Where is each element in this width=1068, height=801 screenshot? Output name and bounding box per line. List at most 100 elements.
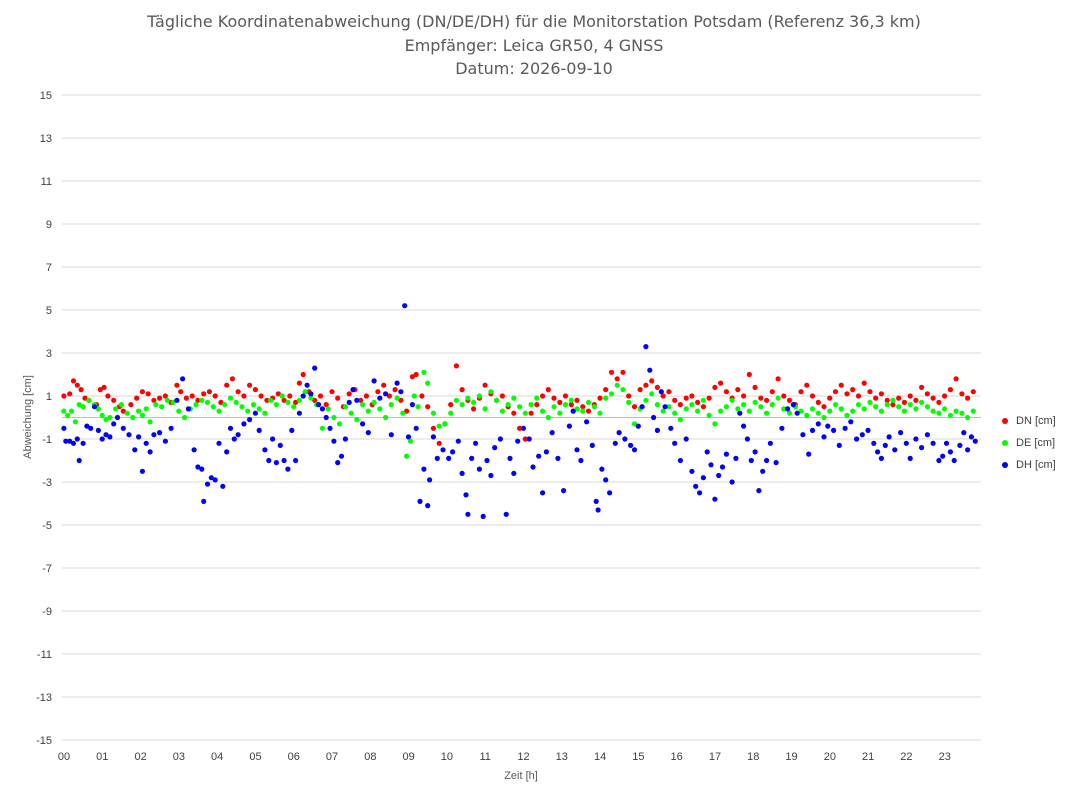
- data-point: [919, 384, 925, 390]
- data-point: [947, 412, 954, 418]
- data-point: [936, 457, 942, 464]
- data-point: [859, 432, 865, 438]
- data-point: [212, 393, 218, 399]
- data-point: [434, 455, 440, 461]
- data-point: [72, 419, 78, 425]
- data-point: [425, 380, 431, 386]
- data-point: [176, 408, 182, 414]
- data-point: [162, 393, 168, 399]
- data-point: [607, 490, 613, 496]
- data-point: [528, 402, 534, 408]
- x-tick-label: 12: [517, 751, 529, 763]
- data-point: [706, 412, 712, 418]
- data-point: [61, 393, 67, 399]
- data-point: [329, 389, 335, 395]
- data-point: [639, 404, 645, 410]
- data-point: [300, 371, 306, 378]
- data-point: [557, 399, 563, 405]
- data-point: [371, 399, 377, 405]
- data-point: [262, 410, 268, 416]
- data-point: [603, 387, 609, 393]
- data-point: [103, 417, 109, 423]
- data-point: [222, 402, 228, 408]
- data-point: [293, 399, 299, 405]
- data-point: [873, 404, 879, 410]
- data-point: [346, 399, 352, 405]
- data-point: [936, 410, 942, 416]
- data-point: [323, 402, 329, 408]
- data-point: [712, 496, 718, 502]
- data-point: [316, 402, 322, 408]
- data-point: [448, 402, 454, 408]
- data-point: [522, 410, 528, 416]
- data-point: [312, 365, 318, 371]
- data-point: [884, 397, 890, 403]
- data-point: [404, 453, 410, 459]
- data-point: [947, 387, 954, 393]
- data-point: [570, 408, 576, 414]
- data-point: [706, 395, 712, 401]
- x-tick-label: 01: [96, 751, 108, 763]
- data-point: [878, 408, 885, 414]
- data-point: [752, 384, 758, 390]
- chart-subtitle-receiver: Empfänger: Leica GR50, 4 GNSS: [404, 36, 664, 55]
- data-point: [327, 425, 333, 431]
- data-point: [224, 449, 230, 455]
- x-tick-label: 09: [403, 751, 415, 763]
- data-point: [134, 395, 140, 401]
- data-point: [91, 404, 98, 410]
- data-point: [245, 408, 251, 414]
- y-tick-label: 11: [41, 176, 52, 188]
- data-point: [890, 402, 896, 408]
- x-tick-label: 04: [211, 751, 223, 763]
- data-point: [231, 436, 237, 442]
- data-point: [469, 455, 475, 461]
- data-point: [296, 397, 302, 403]
- data-point: [425, 503, 431, 509]
- data-point: [779, 425, 785, 431]
- data-point: [848, 419, 854, 425]
- data-point: [405, 434, 412, 440]
- x-axis-title: Zeit [h]: [504, 770, 538, 782]
- y-tick-label: -1: [42, 434, 52, 446]
- data-point: [181, 414, 188, 421]
- data-point: [383, 414, 389, 421]
- series-1: [61, 369, 976, 459]
- data-point: [959, 410, 965, 416]
- data-point: [683, 406, 689, 412]
- x-tick-label: 06: [288, 751, 300, 763]
- data-point: [697, 490, 703, 496]
- y-tick-label: -11: [37, 649, 52, 661]
- data-point: [517, 404, 523, 410]
- data-point: [191, 447, 197, 453]
- data-point: [342, 436, 348, 442]
- data-point: [540, 490, 546, 496]
- data-point: [643, 382, 649, 388]
- data-point: [417, 498, 423, 504]
- x-tick-label: 19: [785, 751, 797, 763]
- data-point: [113, 406, 119, 412]
- data-point: [672, 397, 678, 403]
- y-axis-ticks: 15 13 11 9 7 5 3 1 -1 -3 -5 -7 -9 -11 -13 -15: [36, 90, 52, 747]
- data-point: [620, 369, 626, 375]
- x-tick-label: 21: [862, 751, 874, 763]
- data-point: [350, 387, 356, 393]
- data-point: [266, 457, 272, 464]
- data-point: [764, 457, 770, 464]
- data-point: [411, 393, 417, 399]
- data-point: [854, 436, 860, 442]
- x-tick-label: 05: [249, 751, 261, 763]
- data-point: [677, 457, 684, 464]
- data-point: [695, 399, 701, 405]
- data-point: [440, 447, 446, 453]
- data-point: [924, 404, 931, 410]
- data-point: [574, 447, 580, 453]
- data-point: [660, 408, 666, 414]
- data-point: [63, 438, 69, 444]
- data-point: [838, 382, 844, 388]
- data-point: [534, 402, 540, 408]
- data-point: [520, 425, 527, 431]
- data-point: [111, 421, 117, 427]
- data-point: [693, 483, 699, 489]
